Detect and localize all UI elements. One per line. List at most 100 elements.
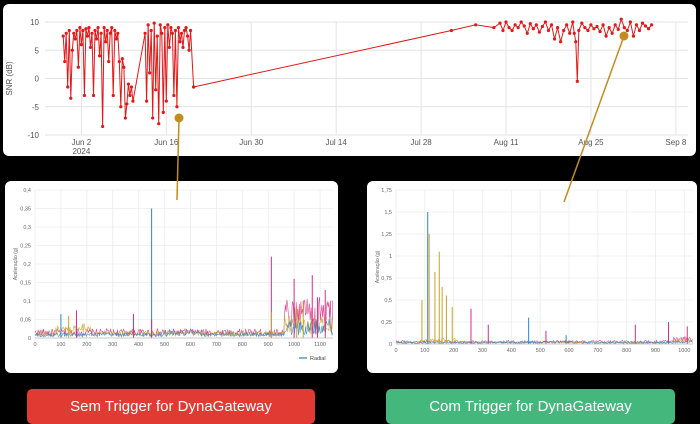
snr-data-point	[534, 23, 538, 27]
sem-svg-y-tick-label: 0,05	[20, 318, 31, 324]
com-svg-x-tick-label: 800	[622, 348, 631, 354]
sem-svg-y-tick-label: 0,2	[23, 262, 31, 268]
snr-x-tick-label: Jul 28	[410, 138, 432, 147]
snr-data-point	[69, 96, 73, 100]
snr-data-point	[192, 85, 196, 89]
snr-data-point	[75, 28, 79, 33]
snr-data-point	[595, 24, 599, 29]
com-svg-x-tick-label: 300	[478, 348, 487, 354]
snr-data-point	[152, 21, 156, 25]
snr-data-point	[586, 28, 590, 33]
snr-data-point	[619, 17, 623, 21]
snr-data-point	[79, 43, 83, 47]
snr-data-point	[160, 31, 164, 35]
snr-data-point	[146, 23, 150, 27]
sem-svg-y-tick-label: 0,25	[20, 244, 31, 250]
snr-data-point	[492, 26, 496, 30]
com-svg-x-tick-label: 200	[449, 348, 458, 354]
snr-series-line-0	[62, 23, 195, 127]
snr-data-point	[90, 31, 94, 35]
snr-data-point	[583, 26, 587, 30]
snr-data-point	[154, 88, 158, 92]
snr-x-tick-label: Jun 2	[72, 138, 92, 147]
snr-data-point	[559, 40, 563, 44]
sem-svg-x-tick-label: 500	[160, 342, 169, 348]
snr-data-point	[650, 23, 654, 27]
sem-svg-series-2	[34, 318, 333, 338]
snr-data-point	[163, 26, 167, 30]
snr-y-tick-label: -10	[27, 131, 39, 140]
snr-data-point	[568, 31, 572, 35]
snr-x-tick-label: Jun 16	[154, 138, 179, 147]
sem-svg-series-1	[34, 315, 333, 338]
snr-data-point	[562, 28, 566, 33]
com-svg-y-tick-label: 1,5	[384, 210, 392, 216]
snr-data-point	[634, 23, 639, 27]
snr-data-point	[176, 26, 181, 30]
snr-data-point	[170, 31, 174, 35]
snr-data-point	[122, 65, 126, 69]
snr-data-point	[571, 20, 575, 24]
snr-data-point	[97, 54, 102, 58]
com-svg-x-tick-label: 1000	[678, 348, 690, 354]
snr-data-point	[498, 21, 502, 25]
com-svg-x-tick-label: 0	[394, 348, 397, 354]
snr-data-point	[574, 40, 578, 44]
sem-svg-y-tick-label: 0,3	[23, 225, 31, 231]
snr-x-tick-label: Aug 25	[578, 138, 604, 147]
snr-data-point	[85, 34, 90, 38]
snr-data-point	[646, 27, 651, 31]
snr-data-point	[145, 99, 149, 103]
snr-data-point	[173, 28, 178, 33]
snr-data-point	[120, 57, 124, 61]
snr-data-point	[149, 28, 153, 33]
com-svg-y-tick-label: 0,25	[381, 320, 392, 326]
snr-data-point	[166, 23, 170, 27]
snr-data-point	[552, 37, 557, 41]
snr-data-point	[123, 116, 127, 120]
com-svg-y-tick-label: 1	[389, 254, 392, 260]
snr-data-point	[549, 23, 554, 27]
sem-trigger-label: Sem Trigger for DynaGateway	[70, 398, 272, 415]
snr-data-point	[94, 37, 99, 41]
snr-data-point	[117, 59, 121, 64]
snr-data-point	[178, 40, 182, 44]
snr-data-point	[185, 34, 190, 38]
snr-y-tick-label: -5	[32, 103, 40, 112]
snr-data-point	[175, 105, 179, 109]
snr-data-point	[84, 27, 88, 31]
com-svg-y-tick-label: 0	[389, 342, 392, 348]
sem-svg-y-tick-label: 0,1	[23, 299, 31, 305]
com-svg-y-tick-label: 1,25	[381, 232, 392, 238]
snr-chart-panel: 10 5 0 -5 -10 Jun 2 2024 Jun 16 Jun 30 Jul 14 Jul …	[3, 4, 696, 156]
snr-data-point	[129, 85, 134, 89]
snr-data-point	[148, 71, 152, 75]
com-svg-y-tick-label: 0,5	[384, 298, 392, 304]
com-svg-x-tick-label: 100	[420, 348, 429, 354]
snr-data-point	[188, 28, 193, 33]
sem-svg-y-tick-label: 0,15	[20, 281, 31, 287]
snr-data-point	[580, 21, 584, 25]
snr-data-point	[637, 28, 642, 33]
snr-data-point	[126, 82, 131, 86]
snr-data-point	[601, 23, 605, 27]
com-svg-x-tick-label: 700	[593, 348, 602, 354]
snr-data-point	[510, 28, 514, 33]
snr-data-point	[151, 116, 155, 120]
com-trigger-button[interactable]: Com Trigger for DynaGateway	[386, 389, 675, 424]
sem-trigger-button[interactable]: Sem Trigger for DynaGateway	[27, 389, 315, 424]
sem-svg-x-tick-label: 0	[33, 342, 36, 348]
snr-data-point	[64, 31, 68, 35]
snr-x-tick-label: Jun 30	[239, 138, 264, 147]
com-trigger-chart: 1,75 1,5 1,25 1 0,75 0,5 0,25 00 100 200 300 400 500…	[375, 188, 693, 354]
sem-svg-x-tick-label: 1100	[314, 342, 326, 348]
com-trigger-label: Com Trigger for DynaGateway	[429, 398, 632, 415]
snr-data-point	[61, 34, 65, 38]
snr-data-point	[88, 45, 93, 50]
snr-data-point	[119, 105, 123, 109]
snr-data-point	[625, 28, 629, 33]
snr-data-point	[116, 31, 120, 35]
snr-data-point	[73, 37, 77, 41]
com-svg-y-tick-label: 1,75	[381, 188, 392, 194]
